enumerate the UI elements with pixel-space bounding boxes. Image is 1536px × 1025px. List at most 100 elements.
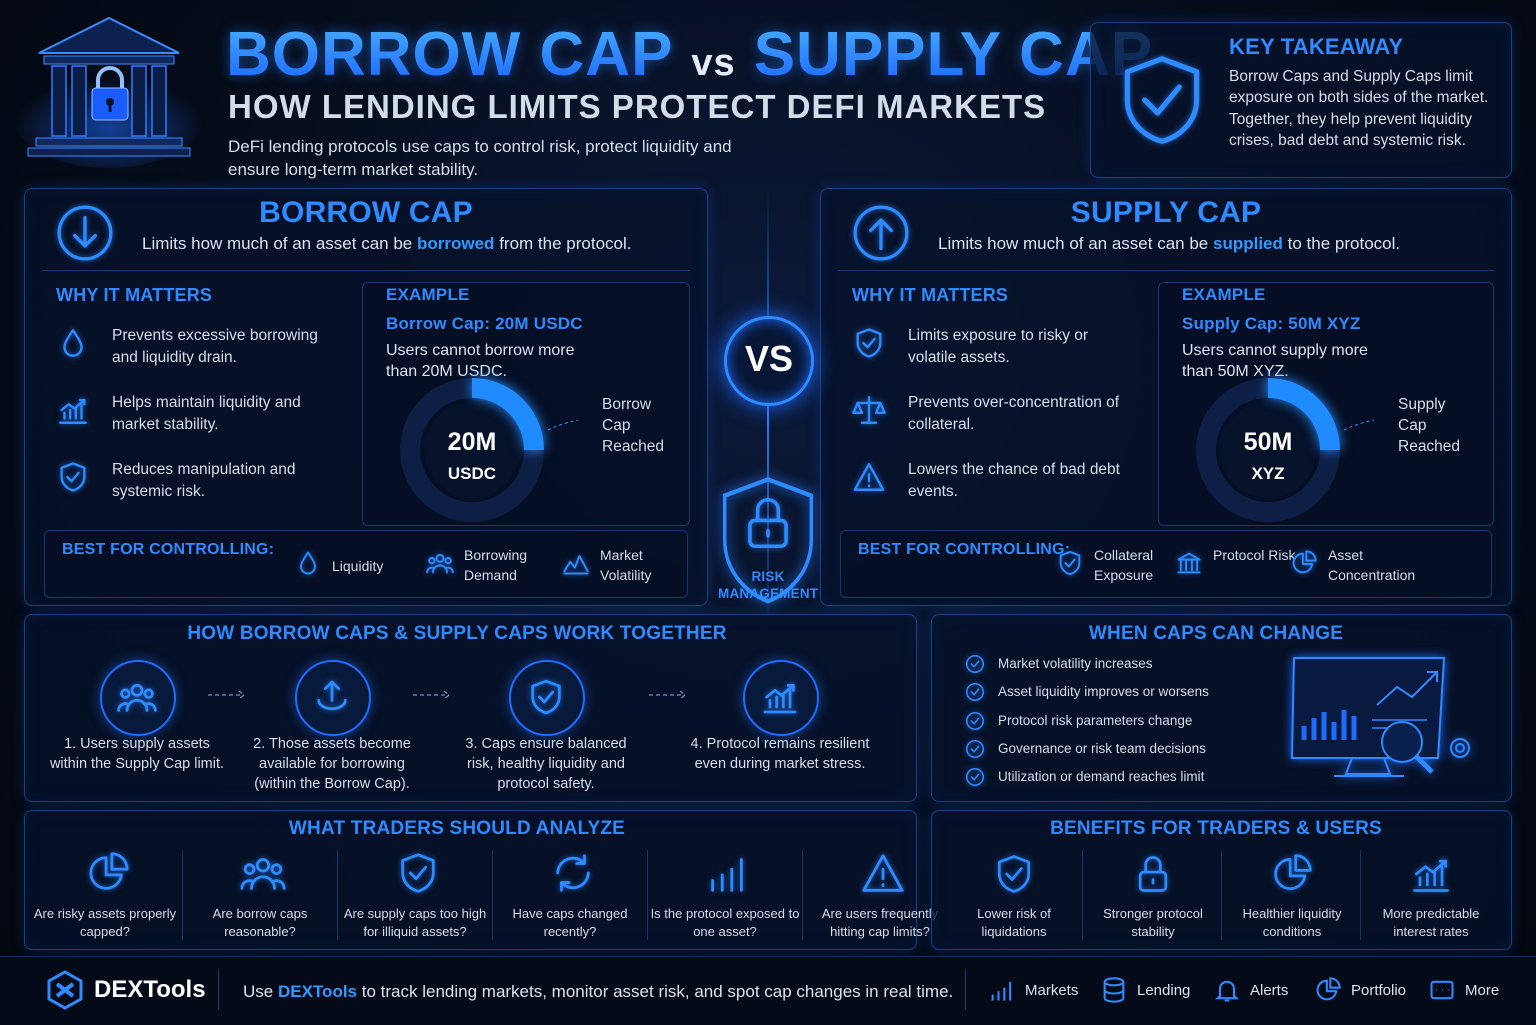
benefits-title: BENEFITS FOR TRADERS & USERS [1050,818,1382,839]
title-left: BORROW CAP [226,20,674,89]
best-item: Market Volatility [600,547,652,583]
step-arrow [649,690,686,700]
column-divider [1360,850,1361,940]
title-right: SUPPLY CAP [753,20,1154,89]
footer-cta: Use DEXTools to track lending markets, mon… [243,982,953,1002]
why-item: Limits exposure to risky or volatile ass… [908,327,1089,366]
footer-bar [0,956,1536,1025]
check-icon [965,654,985,674]
nav-label: Markets [1025,981,1079,999]
divider [42,270,690,271]
caps-change-item: Protocol risk parameters change [998,712,1193,728]
title-vs: vs [691,42,736,84]
step-text: 4. Protocol remains resilient even durin… [690,736,870,772]
best-icon [1059,550,1081,576]
nav-item[interactable]: Markets [988,974,1078,1006]
why-icon [856,328,882,358]
analyze-icon [240,858,286,890]
example-cap: Borrow Cap: 20M USDC [386,314,583,333]
analyze-item: Are risky assets properly capped? [33,906,177,939]
analyze-icon [89,852,129,890]
caps-change-item: Market volatility increases [998,656,1153,671]
vs-beam [767,190,769,630]
cap-donut [400,378,579,522]
cta-text: Use [243,982,274,1001]
why-item: Prevents over-concentration of collatera… [908,394,1120,433]
description: DeFi lending protocols use caps to contr… [228,137,732,179]
donut-value: 20M [447,428,497,456]
why-item: Reduces manipulation and systemic risk. [112,461,296,500]
benefit-icon [1274,854,1312,891]
step-icon [763,683,797,714]
example-title: EXAMPLE [1182,285,1266,304]
example-text: Users cannot borrow more than 20M USDC. [386,342,575,380]
key-takeaway-shield [1124,56,1200,144]
best-item: Asset Concentration [1328,547,1416,583]
why-icon [63,329,83,357]
column-divider [492,850,493,940]
why-item: Prevents excessive borrowing and liquidi… [112,327,318,366]
caps-change-title: WHEN CAPS CAN CHANGE [1088,623,1344,644]
why-icon [60,462,86,492]
best-icon [1177,552,1201,574]
check-icon [965,683,985,702]
benefit-item: Lower risk of liquidations [977,906,1051,939]
step-text: 2. Those assets become available for bor… [253,736,411,792]
step-arrow [413,690,450,700]
best-icon [1292,550,1317,574]
panel-title: BORROW CAP [259,196,473,229]
why-title: WHY IT MATTERS [56,285,213,305]
analyze-item: Are borrow caps reasonable? [212,906,308,939]
direction-icon [853,205,909,261]
analyze-icon [711,858,743,892]
analyze-title: WHAT TRADERS SHOULD ANALYZE [288,818,626,839]
key-takeaway-text: Borrow Caps and Supply Caps limit exposu… [1229,68,1489,149]
step-arrow [208,690,245,700]
benefit-icon [1138,856,1168,892]
column-divider [647,850,648,940]
desc-text: Limits how much of an asset can be [938,234,1209,253]
benefit-item: Stronger protocol stability [1103,906,1203,939]
benefit-item: Healthier liquidity conditions [1242,906,1342,939]
column-divider [337,850,338,940]
key-takeaway-title: KEY TAKEAWAY [1229,34,1404,59]
benefit-icon [1413,859,1449,892]
nav-label: Alerts [1250,981,1289,999]
best-title: BEST FOR CONTROLLING: [858,541,1071,558]
vs-label: VS [744,338,794,379]
step-icon [531,679,561,715]
donut-note: Borrow Cap Reached [602,396,665,455]
step-icon [317,680,347,711]
best-item: Protocol Risk [1213,547,1296,563]
analyze-icon [401,853,435,893]
cap-donut [1196,378,1375,522]
nav-item[interactable]: More [1428,974,1499,1006]
column-divider [1082,850,1083,940]
direction-icon [57,205,113,261]
bank-lock-illustration [14,16,204,168]
step-circle [100,660,176,736]
footer-divider [218,970,219,1010]
why-item: Lowers the chance of bad debt events. [908,461,1120,500]
nav-item[interactable]: Alerts [1213,974,1288,1006]
nav-icon [1215,980,1239,1002]
nav-icon [1316,977,1341,1001]
nav-label: Lending [1137,981,1191,999]
best-item: Liquidity [332,558,384,574]
column-divider [182,850,183,940]
together-title: HOW BORROW CAPS & SUPPLY CAPS WORK TOGET… [187,623,727,644]
analyze-icon [556,854,590,892]
nav-icon [1430,980,1454,1000]
nav-icon [1103,977,1125,1003]
column-divider [802,850,803,940]
best-for-box [840,530,1492,598]
desc-text: to the protocol. [1287,234,1401,253]
caps-change-item: Asset liquidity improves or worsens [998,684,1209,700]
nav-item[interactable]: Portfolio [1314,974,1406,1006]
why-icon [853,463,885,491]
vs-circle [724,316,814,406]
nav-item[interactable]: Lending [1100,974,1190,1006]
panel-title: SUPPLY CAP [1070,196,1262,229]
risk-badge: RISK MANAGEMENT [718,569,819,601]
nav-label: More [1465,981,1500,999]
